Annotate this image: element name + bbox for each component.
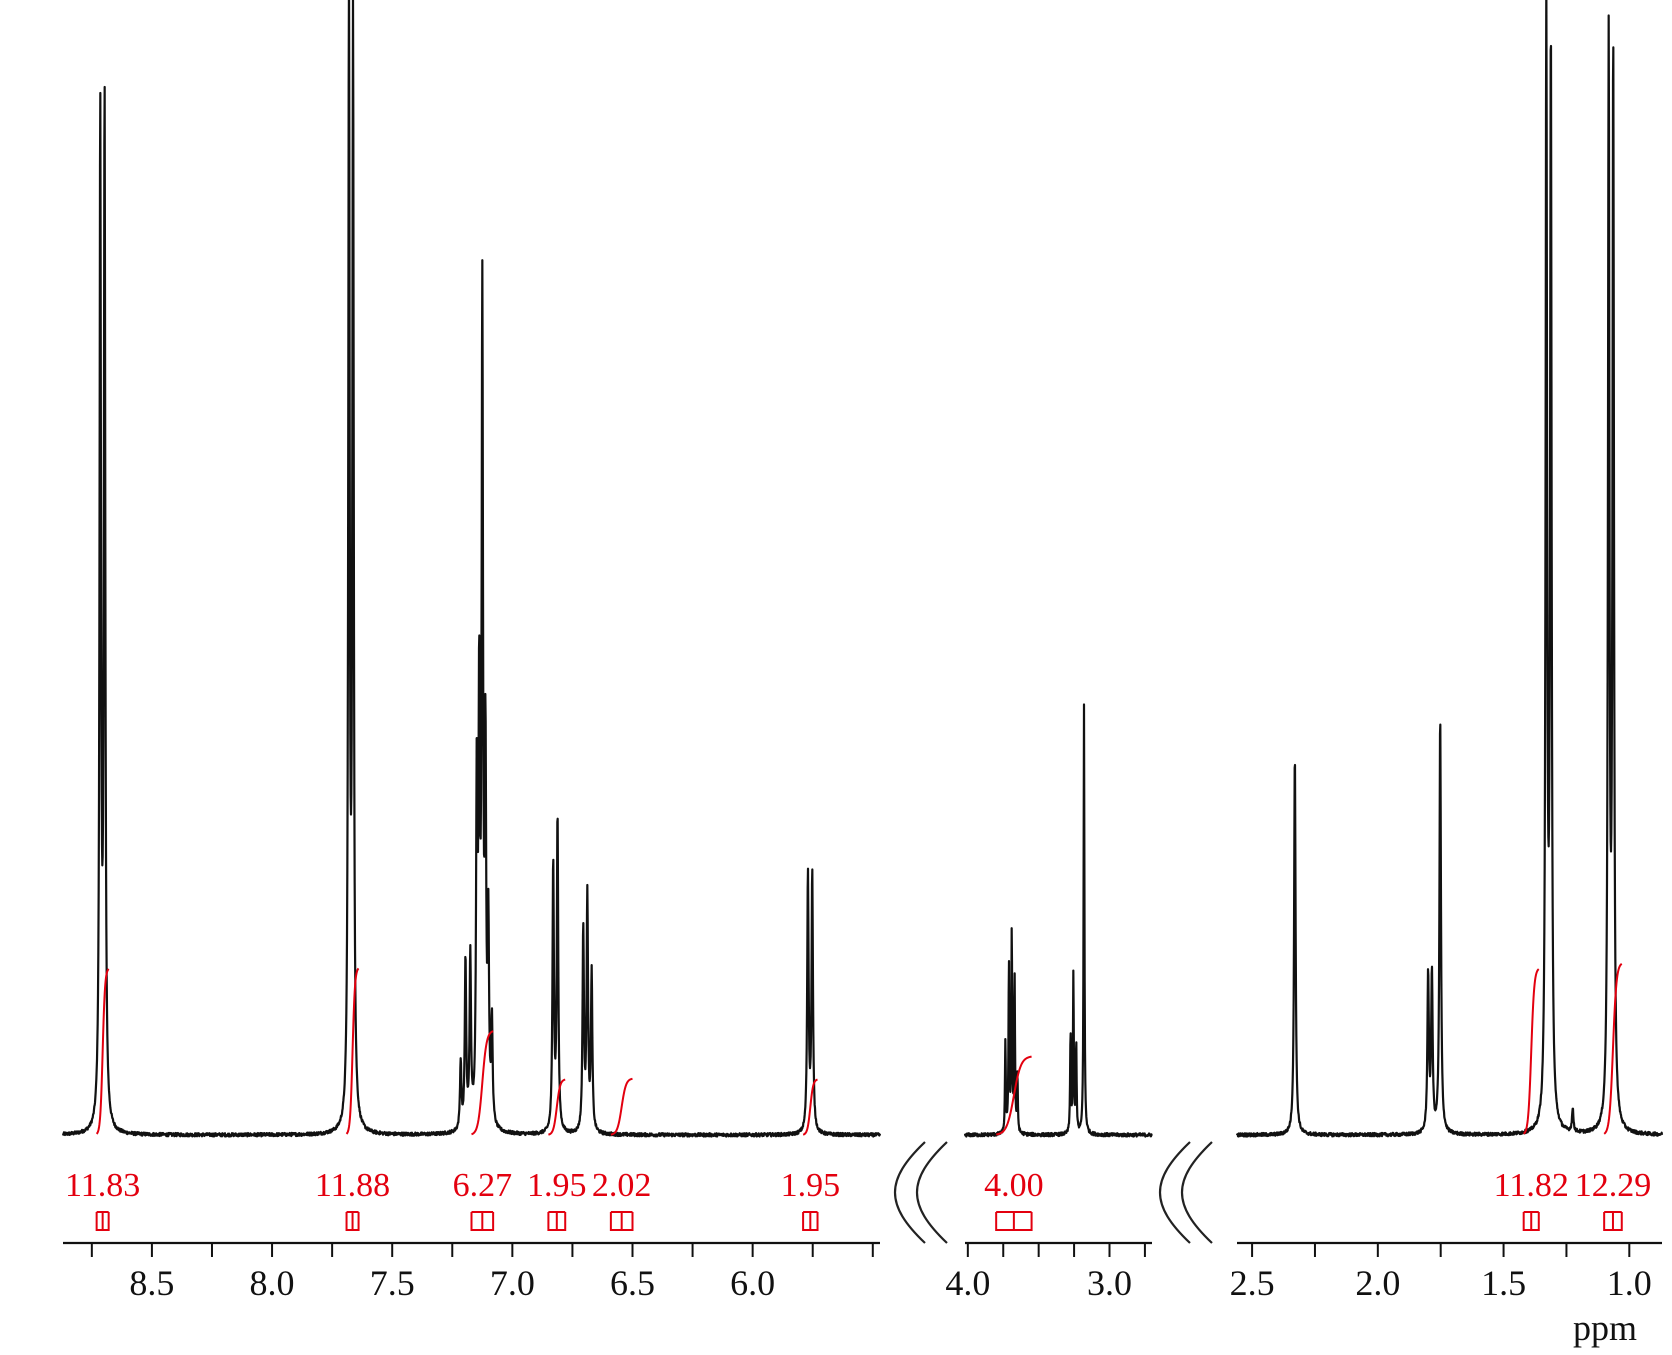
- integral-bracket: [547, 1211, 567, 1231]
- integral-bracket: [609, 1211, 634, 1231]
- x-axis-unit-label: ppm: [1573, 1308, 1637, 1348]
- integral-curve: [345, 967, 360, 1135]
- integral-annotations: 11.83 11.88 6.27 1.95 2.02 1.95 4.00 11.82 12.29: [65, 1167, 1652, 1231]
- integral-curve: [996, 1055, 1032, 1136]
- axis-tick-label: 4.0: [945, 1263, 990, 1303]
- integral-bracket: [995, 1211, 1033, 1231]
- axis-break-mark: [893, 1141, 926, 1244]
- axis-break-mark: [1180, 1141, 1213, 1244]
- axis-break-mark: [1158, 1141, 1191, 1244]
- ppm-axis: 8.5 8.0 7.5 7.0 6.5 6.0 4.0 3.0 2.5 2.0 1.5 1.0: [63, 1241, 1662, 1303]
- axis-tick-label: 8.0: [250, 1263, 295, 1303]
- integral-value-label: 11.88: [315, 1167, 390, 1204]
- integral-bracket: [802, 1211, 819, 1231]
- axis-break-mark: [915, 1141, 948, 1244]
- integral-bracket: [470, 1211, 495, 1231]
- axis-tick-label: 2.5: [1230, 1263, 1275, 1303]
- integral-value-label: 6.27: [453, 1167, 513, 1204]
- axis-tick-label: 6.5: [610, 1263, 655, 1303]
- integral-bracket: [95, 1211, 110, 1231]
- integral-value-label: 1.95: [781, 1167, 841, 1204]
- spectrum-trace-aromatic: [61, 0, 882, 1138]
- integral-curves: [95, 963, 1623, 1136]
- axis-tick-label: 7.0: [490, 1263, 535, 1303]
- axis-break-marks: [893, 1141, 1213, 1244]
- integral-curve: [802, 1078, 818, 1136]
- integral-value-label: 2.02: [592, 1167, 652, 1204]
- integral-bracket: [345, 1211, 360, 1231]
- integral-bracket: [1603, 1211, 1623, 1231]
- axis-tick-label: 8.5: [129, 1263, 174, 1303]
- integral-value-label: 12.29: [1575, 1167, 1652, 1204]
- axis-tick-label: 7.5: [370, 1263, 415, 1303]
- axis-tick-label: 2.0: [1355, 1263, 1400, 1303]
- axis-tick-label: 6.0: [730, 1263, 775, 1303]
- spectrum-trace-aliphatic: [1235, 0, 1664, 1138]
- integral-value-label: 1.95: [527, 1167, 587, 1204]
- spectrum-traces: [61, 0, 1664, 1138]
- integral-bracket: [1522, 1211, 1540, 1231]
- integral-value-label: 4.00: [984, 1167, 1044, 1204]
- integral-curve: [1603, 963, 1623, 1135]
- axis-tick-label: 3.0: [1087, 1263, 1132, 1303]
- axis-tick-label: 1.0: [1607, 1263, 1652, 1303]
- integral-value-label: 11.83: [65, 1167, 140, 1204]
- integral-curve: [548, 1078, 566, 1136]
- integral-curve: [471, 1030, 494, 1136]
- axis-tick-label: 1.5: [1481, 1263, 1526, 1303]
- spectrum-trace-mid: [963, 703, 1153, 1138]
- integral-curve: [1523, 968, 1540, 1135]
- integral-curve: [610, 1077, 633, 1136]
- integral-value-label: 11.82: [1494, 1167, 1569, 1204]
- integral-curve: [95, 968, 110, 1135]
